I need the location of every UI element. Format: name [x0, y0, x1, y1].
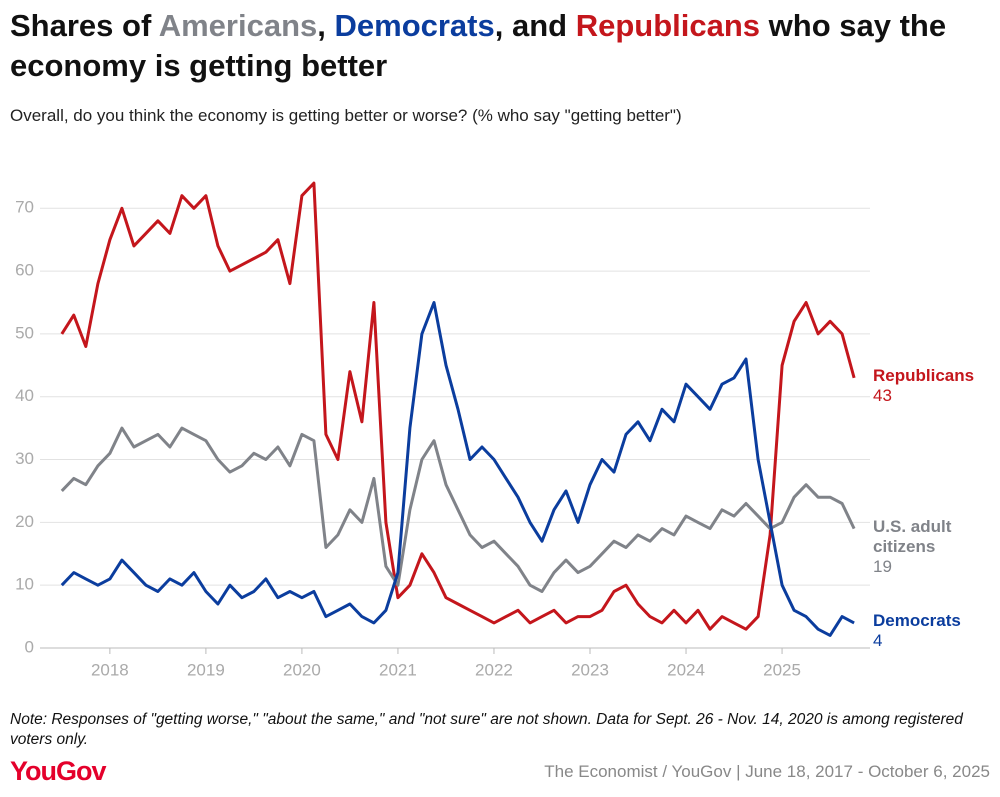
end-label: U.S. adult citizens 19 — [873, 517, 988, 577]
subtitle: Overall, do you think the economy is get… — [10, 106, 682, 125]
title-segment: Republicans — [575, 8, 761, 43]
y-tick-label: 50 — [15, 323, 34, 342]
title-segment: Shares of — [10, 8, 159, 43]
x-tick-label: 2018 — [91, 660, 129, 679]
legend-label: Democrats — [873, 610, 961, 630]
end-label: Democrats 4 — [873, 611, 988, 651]
y-tick-label: 60 — [15, 261, 34, 280]
x-tick-label: 2023 — [571, 660, 609, 679]
note: Note: Responses of "getting worse," "abo… — [10, 711, 963, 748]
x-tick-label: 2025 — [763, 660, 801, 679]
title-segment: who say the economy is getting better — [10, 8, 947, 83]
y-tick-label: 40 — [15, 386, 34, 405]
series-line — [60, 426, 856, 593]
legend-label: U.S. adult citizens — [873, 516, 952, 556]
title-segment: , and — [494, 8, 576, 43]
y-tick-label: 0 — [25, 637, 34, 656]
end-value-label: 19 — [873, 556, 892, 576]
end-value-label: 4 — [873, 630, 883, 650]
x-tick-label: 2020 — [283, 660, 321, 679]
x-tick-label: 2021 — [379, 660, 417, 679]
title-segment: Americans — [158, 8, 318, 43]
brand-logo: YouGov — [10, 756, 107, 786]
y-tick-label: 20 — [15, 512, 34, 531]
y-tick-label: 30 — [15, 449, 34, 468]
x-tick-label: 2022 — [475, 660, 513, 679]
title-segment: Democrats — [334, 8, 495, 43]
series-line — [60, 301, 855, 637]
title-segment: , — [317, 8, 335, 43]
x-tick-label: 2019 — [187, 660, 225, 679]
source: The Economist / YouGov | June 18, 2017 -… — [544, 762, 990, 781]
end-value-label: 43 — [873, 385, 892, 405]
legend-label: Republicans — [873, 365, 975, 385]
end-label: Republicans 43 — [873, 366, 988, 406]
x-tick-label: 2024 — [667, 660, 705, 679]
y-tick-label: 70 — [15, 198, 34, 217]
series-line — [60, 181, 856, 631]
y-tick-label: 10 — [15, 575, 34, 594]
chart-title: Shares of Americans, Democrats, and Repu… — [10, 6, 985, 86]
